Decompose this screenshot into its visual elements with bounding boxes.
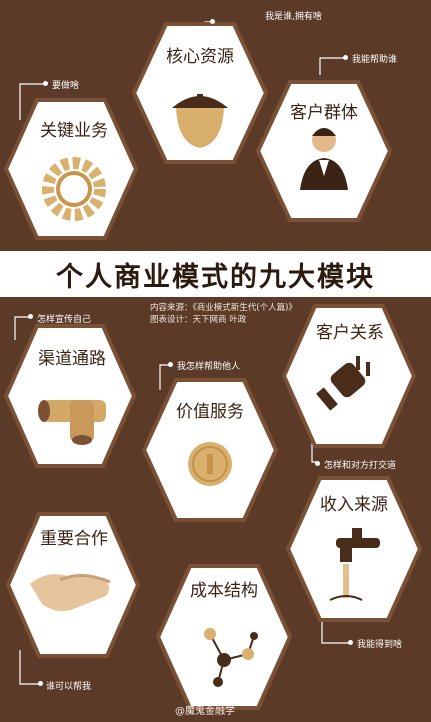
title-banner: 个人商业模式的九大模块 xyxy=(0,251,431,297)
hex-value-proposition xyxy=(142,378,278,522)
cost-structure-title: 成本结构 xyxy=(190,581,258,601)
businessman-icon xyxy=(300,128,348,190)
customer-segments-title: 客户群体 xyxy=(290,103,358,123)
channels-note: 怎样宣传自己 xyxy=(37,315,92,325)
hex-channels xyxy=(4,324,136,468)
customer-relationships-title: 客户关系 xyxy=(316,323,384,343)
customer-relationships-note: 怎样和对方打交道 xyxy=(324,461,397,471)
hex-key-partners xyxy=(6,512,140,658)
key-partners-note: 谁可以帮我 xyxy=(46,682,92,692)
key-activities-note-dot xyxy=(43,81,48,86)
pipe-icon xyxy=(38,400,106,445)
plug-icon xyxy=(316,356,370,411)
hex-customer-relationships xyxy=(282,304,416,448)
key-resources-note: 我是谁,拥有啥 xyxy=(265,12,322,22)
hex-cost-structure xyxy=(156,564,292,710)
hex-key-activities xyxy=(4,98,138,240)
customer-relationships-note-dot xyxy=(315,461,320,466)
hex-key-resources xyxy=(132,22,268,164)
page-title: 个人商业模式的九大模块 xyxy=(56,261,375,293)
watermark: @魔鬼金融学 xyxy=(175,706,235,717)
key-partners-title: 重要合作 xyxy=(40,529,108,549)
gear-icon xyxy=(42,157,106,221)
key-resources-note-dot xyxy=(210,19,215,24)
key-resources-title: 核心资源 xyxy=(166,47,234,67)
value-proposition-note: 我怎样帮助他人 xyxy=(177,362,241,372)
value-proposition-note-dot xyxy=(168,362,173,367)
customer-segments-note-dot xyxy=(343,55,348,60)
channels-title: 渠道通路 xyxy=(38,349,106,369)
source-label: 内容来源：《商业模式新生代(个人篇)》 xyxy=(150,303,297,313)
channels-note-dot xyxy=(28,314,33,319)
key-activities-note: 要做啥 xyxy=(52,81,80,91)
hex-revenue-streams xyxy=(286,476,422,622)
revenue-streams-note-dot xyxy=(348,640,353,645)
hex-customer-segments xyxy=(256,80,392,222)
value-proposition-title: 价值服务 xyxy=(176,402,244,422)
revenue-streams-note: 我能得到啥 xyxy=(357,640,403,650)
revenue-streams-title: 收入来源 xyxy=(320,495,388,515)
coin-icon xyxy=(188,442,232,486)
key-partners-note-dot xyxy=(38,681,43,686)
handshake-icon xyxy=(30,574,111,612)
faucet-icon xyxy=(329,528,380,601)
design-label: 图表设计：天下网商 叶政 xyxy=(150,315,247,325)
key-activities-title: 关键业务 xyxy=(40,121,108,141)
customer-segments-note: 我能帮助谁 xyxy=(352,55,398,65)
molecule-icon xyxy=(204,628,258,687)
acorn-icon xyxy=(172,94,228,148)
